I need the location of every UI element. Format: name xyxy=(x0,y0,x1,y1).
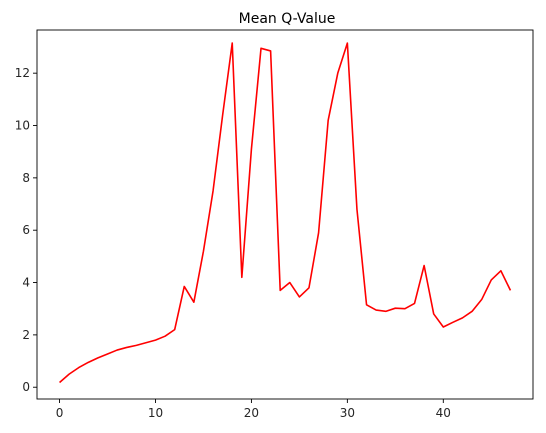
chart-title: Mean Q-Value xyxy=(239,11,336,27)
x-tick-label: 20 xyxy=(244,406,259,420)
y-tick-label: 2 xyxy=(22,328,30,342)
y-tick-label: 12 xyxy=(15,66,30,80)
y-tick-label: 0 xyxy=(22,380,30,394)
x-tick-label: 0 xyxy=(56,406,64,420)
x-axis: 0 10 20 30 40 xyxy=(56,399,451,420)
y-tick-label: 6 xyxy=(22,223,30,237)
axes-frame xyxy=(37,30,533,399)
y-axis: 0 2 4 6 8 10 12 xyxy=(15,66,37,394)
y-tick-label: 10 xyxy=(15,119,30,133)
series-line-0 xyxy=(60,43,511,382)
x-tick-label: 10 xyxy=(148,406,163,420)
x-tick-label: 30 xyxy=(340,406,355,420)
plot-area xyxy=(60,43,511,382)
y-tick-label: 4 xyxy=(22,276,30,290)
x-tick-label: 40 xyxy=(436,406,451,420)
y-tick-label: 8 xyxy=(22,171,30,185)
